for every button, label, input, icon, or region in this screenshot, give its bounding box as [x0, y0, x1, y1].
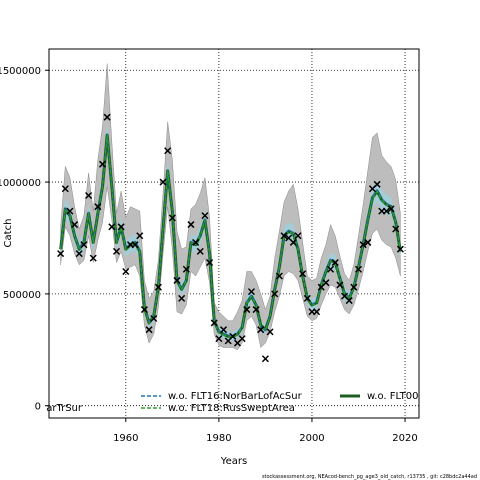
band-outer — [60, 63, 401, 351]
observed-point-66 — [364, 238, 372, 246]
observed-point-27 — [182, 265, 190, 273]
observed-point-64 — [354, 265, 363, 273]
confidence-band — [60, 63, 401, 351]
x-axis-ticks: 1960 1980 2000 2020 — [113, 418, 418, 444]
observed-point-44 — [261, 355, 269, 363]
observed-point-55 — [313, 308, 321, 316]
observed-point-46 — [271, 290, 279, 298]
observed-point-17 — [136, 232, 144, 240]
observed-point-20 — [150, 314, 158, 323]
observed-point-51 — [294, 232, 302, 240]
observed-point-60 — [336, 281, 344, 289]
observed-point-8 — [94, 203, 102, 211]
observed-point-50 — [289, 238, 297, 246]
observed-point-2 — [66, 207, 74, 215]
legend-label-3: w.o. FLT00 — [367, 391, 419, 402]
observed-point-31 — [201, 212, 209, 220]
observed-point-6 — [85, 191, 93, 200]
observed-point-7 — [89, 254, 97, 262]
observed-point-22 — [159, 178, 167, 186]
series-line-2 — [60, 134, 401, 338]
observed-point-25 — [173, 276, 181, 284]
observed-point-13 — [117, 223, 125, 231]
footer-text: stockassessment.org, NEAcod-bench_pg_age… — [262, 474, 477, 480]
y-tick-label-1: 500000 — [3, 290, 41, 301]
y-axis-ticks: 0 500000 1000000 1500000 — [0, 66, 49, 413]
observed-point-29 — [192, 238, 200, 246]
legend-label-2: w.o. FLT18:RusSweptArea — [168, 403, 295, 414]
x-tick-label-1: 1980 — [206, 433, 231, 444]
observed-point-70 — [382, 207, 390, 215]
observed-point-24 — [168, 214, 176, 222]
observed-point-62 — [345, 297, 353, 305]
observed-point-47 — [275, 272, 283, 280]
plot-frame — [48, 48, 420, 419]
observed-point-53 — [303, 294, 311, 302]
observed-point-37 — [229, 332, 237, 340]
observed-point-1 — [61, 185, 69, 193]
observed-point-58 — [327, 265, 335, 273]
observed-point-34 — [215, 335, 223, 343]
observed-point-43 — [257, 326, 265, 334]
observed-point-4 — [75, 250, 83, 258]
observed-point-42 — [252, 306, 260, 314]
observed-point-72 — [392, 225, 400, 233]
observed-point-11 — [108, 223, 116, 231]
observed-point-65 — [359, 241, 367, 249]
observed-point-0 — [57, 250, 65, 258]
observed-point-3 — [71, 221, 79, 229]
x-tick-label-0: 1960 — [113, 433, 138, 444]
observed-point-5 — [80, 241, 88, 249]
observed-point-35 — [219, 326, 228, 334]
y-tick-label-3: 1500000 — [0, 66, 41, 77]
x-tick-label-2: 2000 — [299, 433, 324, 444]
observed-point-19 — [145, 326, 153, 334]
observed-point-32 — [206, 259, 214, 267]
observed-point-57 — [322, 279, 330, 287]
series-lines — [59, 133, 402, 338]
observed-point-48 — [280, 232, 288, 240]
y-axis-label: Catch — [3, 219, 14, 248]
observed-point-21 — [154, 283, 162, 291]
observed-point-30 — [196, 247, 204, 255]
observed-point-63 — [350, 283, 358, 291]
observed-point-71 — [387, 205, 395, 213]
x-tick-label-3: 2020 — [392, 433, 417, 444]
y-tick-label-2: 1000000 — [0, 178, 41, 189]
observed-point-40 — [243, 306, 251, 314]
observed-point-39 — [238, 335, 246, 343]
observed-point-73 — [396, 245, 404, 253]
observed-point-10 — [103, 113, 111, 121]
observed-point-16 — [131, 241, 139, 249]
observed-point-26 — [178, 294, 186, 302]
observed-point-45 — [266, 328, 274, 336]
legend-label-0: arTrSur — [46, 403, 83, 414]
observed-point-9 — [98, 160, 107, 168]
series-line-1 — [60, 133, 401, 336]
x-axis-label: Years — [220, 456, 247, 467]
observed-point-14 — [122, 267, 130, 276]
observed-point-52 — [299, 270, 307, 278]
y-tick-label-0: 0 — [35, 402, 41, 413]
legend-label-1: w.o. FLT16:NorBarLofAcSur — [168, 391, 303, 402]
observed-point-23 — [164, 147, 172, 155]
observed-point-59 — [331, 259, 339, 267]
observed-point-28 — [187, 221, 195, 229]
observed-point-41 — [247, 288, 255, 296]
observed-point-12 — [112, 247, 121, 255]
observed-markers — [57, 113, 404, 363]
observed-point-18 — [140, 306, 148, 314]
observed-point-33 — [210, 319, 218, 327]
observed-point-68 — [373, 180, 381, 188]
